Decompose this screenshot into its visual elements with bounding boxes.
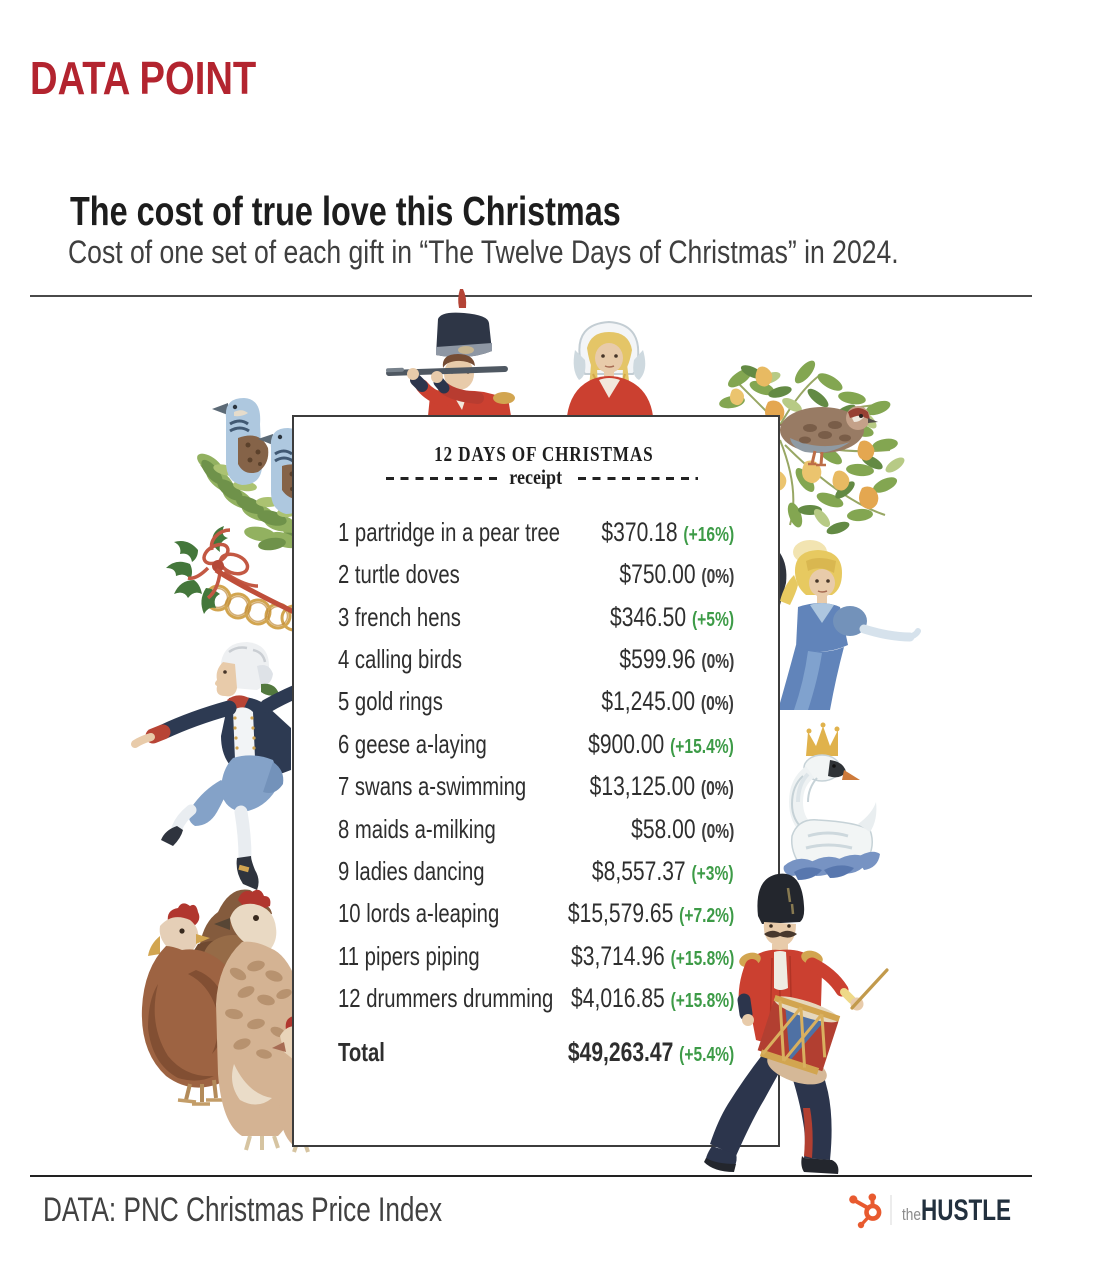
svg-text:HUSTLE: HUSTLE <box>921 1194 1011 1227</box>
svg-text:the: the <box>902 1205 921 1224</box>
